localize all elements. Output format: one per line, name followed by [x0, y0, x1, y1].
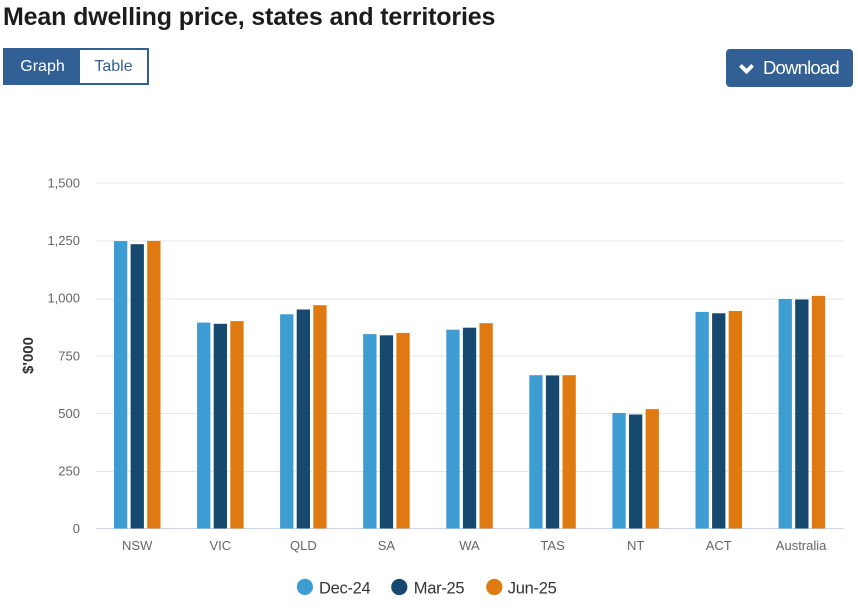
svg-text:Dec-24: Dec-24 — [319, 580, 371, 598]
svg-text:SA: SA — [378, 538, 396, 553]
svg-text:ACT: ACT — [706, 538, 732, 553]
svg-text:Mar-25: Mar-25 — [414, 580, 465, 598]
svg-text:250: 250 — [58, 464, 80, 479]
svg-text:WA: WA — [459, 538, 480, 553]
svg-text:500: 500 — [58, 406, 80, 421]
svg-text:1,250: 1,250 — [47, 233, 80, 248]
svg-text:NT: NT — [627, 538, 644, 553]
svg-text:TAS: TAS — [540, 538, 565, 553]
svg-text:QLD: QLD — [290, 538, 317, 553]
svg-text:Australia: Australia — [776, 538, 827, 553]
svg-text:750: 750 — [58, 348, 80, 363]
svg-text:Jun-25: Jun-25 — [508, 580, 557, 598]
svg-text:1,500: 1,500 — [47, 175, 80, 190]
svg-text:NSW: NSW — [122, 538, 153, 553]
svg-text:0: 0 — [73, 521, 80, 536]
svg-text:VIC: VIC — [209, 538, 231, 553]
svg-text:1,000: 1,000 — [47, 291, 80, 306]
svg-text:$'000: $'000 — [20, 337, 37, 374]
